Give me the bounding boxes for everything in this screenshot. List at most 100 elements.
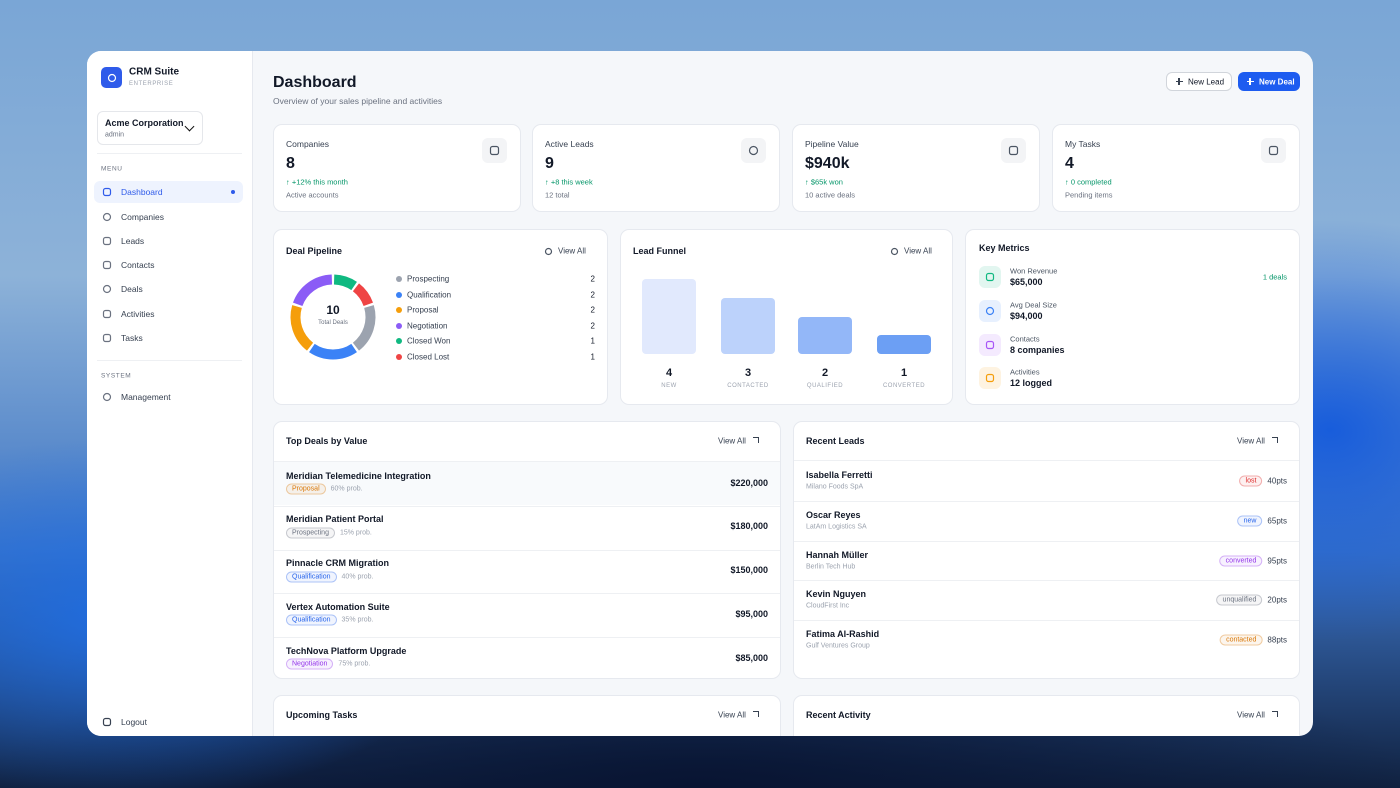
button-label[interactable]: New Lead bbox=[1188, 77, 1225, 86]
button-label[interactable]: New Deal bbox=[1259, 77, 1295, 86]
menu-item[interactable]: Companies bbox=[121, 212, 164, 222]
stat-icon-bg bbox=[1261, 138, 1286, 163]
page-title: Dashboard bbox=[273, 74, 357, 91]
icon bbox=[102, 717, 112, 727]
funnel-bar bbox=[642, 279, 696, 354]
lead-score: 20pts bbox=[1267, 595, 1287, 605]
stat-card bbox=[792, 124, 1040, 212]
icon bbox=[985, 272, 995, 282]
metric-extra: 1 deals bbox=[1262, 272, 1287, 282]
menu-item[interactable]: Management bbox=[121, 392, 171, 402]
metric-value: 12 logged bbox=[1010, 378, 1053, 389]
legend-label: Negotiation bbox=[407, 321, 448, 330]
view-all[interactable]: View All bbox=[1237, 710, 1265, 720]
legend-dot bbox=[396, 291, 402, 298]
stage-badge: Qualification bbox=[286, 571, 337, 583]
row-divider bbox=[274, 549, 780, 551]
divider bbox=[794, 460, 1299, 461]
stat-card bbox=[532, 124, 780, 212]
funnel-bar bbox=[877, 335, 931, 354]
deal-name: Pinnacle CRM Migration bbox=[286, 558, 390, 569]
legend-label: Qualification bbox=[407, 290, 452, 299]
logout[interactable]: Logout bbox=[121, 717, 147, 727]
app-window: CRM Suite ENTERPRISE Acme Corporation admin… bbox=[87, 51, 1313, 736]
view-all[interactable]: View All bbox=[1237, 436, 1265, 446]
stat-label: Pipeline Value bbox=[805, 139, 859, 149]
menu-item[interactable]: Deals bbox=[121, 284, 143, 294]
legend-count: 2 bbox=[590, 274, 595, 284]
stage-badge: Proposal bbox=[286, 483, 326, 495]
icon bbox=[985, 374, 995, 383]
button[interactable] bbox=[1238, 72, 1300, 91]
metric-value: $65,000 bbox=[1010, 277, 1043, 287]
deal-prob: 15% prob. bbox=[339, 529, 372, 537]
legend-label: Prospecting bbox=[407, 274, 450, 284]
button[interactable] bbox=[1166, 72, 1232, 91]
deal-prob: 75% prob. bbox=[338, 660, 371, 668]
stat-note: 10 active deals bbox=[805, 190, 856, 200]
stat-change: ↑ +12% this month bbox=[286, 177, 348, 187]
card bbox=[273, 695, 781, 736]
metric-icon-bg bbox=[979, 266, 1001, 288]
lead-company: Berlin Tech Hub bbox=[806, 563, 856, 571]
menu-item[interactable]: Contacts bbox=[121, 260, 155, 270]
recent-leads-card bbox=[793, 421, 1300, 679]
status-badge: converted bbox=[1219, 555, 1263, 567]
lead-name: Oscar Reyes bbox=[806, 509, 861, 520]
stat-label: Companies bbox=[286, 139, 329, 149]
active-dot bbox=[231, 190, 235, 194]
icon bbox=[489, 145, 500, 156]
icon bbox=[1008, 145, 1019, 156]
view-all[interactable]: View All bbox=[904, 246, 932, 256]
stage-badge: Qualification bbox=[286, 614, 337, 626]
arrow-icon bbox=[1272, 711, 1278, 717]
legend-label: Closed Won bbox=[407, 336, 451, 346]
stat-note: 12 total bbox=[545, 190, 570, 200]
card-title: Lead Funnel bbox=[633, 246, 687, 256]
card-title: Key Metrics bbox=[979, 243, 1030, 253]
logo bbox=[101, 67, 122, 88]
view-all[interactable]: View All bbox=[558, 246, 586, 256]
donut-total-label: Total Deals bbox=[318, 320, 348, 326]
row-divider bbox=[274, 637, 780, 639]
menu-item[interactable]: Dashboard bbox=[121, 187, 163, 197]
plus-icon bbox=[1178, 77, 1180, 85]
legend-count: 2 bbox=[590, 321, 595, 330]
divider bbox=[97, 360, 242, 361]
funnel-label: CONVERTED bbox=[882, 383, 926, 389]
menu-item[interactable]: Leads bbox=[121, 236, 145, 246]
metric-label: Avg Deal Size bbox=[1010, 300, 1057, 310]
icon bbox=[102, 187, 112, 197]
brand-edition: ENTERPRISE bbox=[129, 81, 174, 87]
row-divider bbox=[794, 540, 1299, 542]
card-title: Recent Leads bbox=[806, 436, 865, 446]
row-highlight bbox=[274, 462, 780, 505]
legend-dot bbox=[396, 322, 402, 329]
menu-item[interactable]: Tasks bbox=[121, 333, 143, 343]
icon bbox=[102, 236, 112, 246]
lead-score: 40pts bbox=[1267, 476, 1287, 486]
status-badge: new bbox=[1237, 515, 1263, 527]
icon bbox=[985, 306, 995, 315]
icon bbox=[102, 260, 112, 270]
funnel-count: 4 bbox=[665, 367, 673, 379]
icon bbox=[107, 73, 116, 82]
view-all[interactable]: View All bbox=[718, 436, 746, 446]
donut-segment bbox=[352, 283, 374, 307]
org-switcher[interactable] bbox=[97, 111, 203, 145]
donut-segment bbox=[352, 305, 376, 351]
icon bbox=[102, 392, 112, 402]
stat-value: $940k bbox=[805, 155, 850, 172]
status-badge: contacted bbox=[1220, 634, 1263, 646]
legend-count: 1 bbox=[590, 352, 595, 361]
view-all[interactable]: View All bbox=[718, 710, 746, 720]
menu-item[interactable]: Activities bbox=[121, 309, 155, 319]
stat-card bbox=[273, 124, 521, 212]
status-badge: unqualified bbox=[1216, 594, 1263, 606]
donut-segment bbox=[309, 343, 357, 360]
org-name: Acme Corporation bbox=[105, 118, 184, 128]
stat-value: 8 bbox=[286, 155, 295, 172]
donut-chart bbox=[290, 274, 376, 360]
lead-name: Hannah Müller bbox=[806, 549, 869, 560]
